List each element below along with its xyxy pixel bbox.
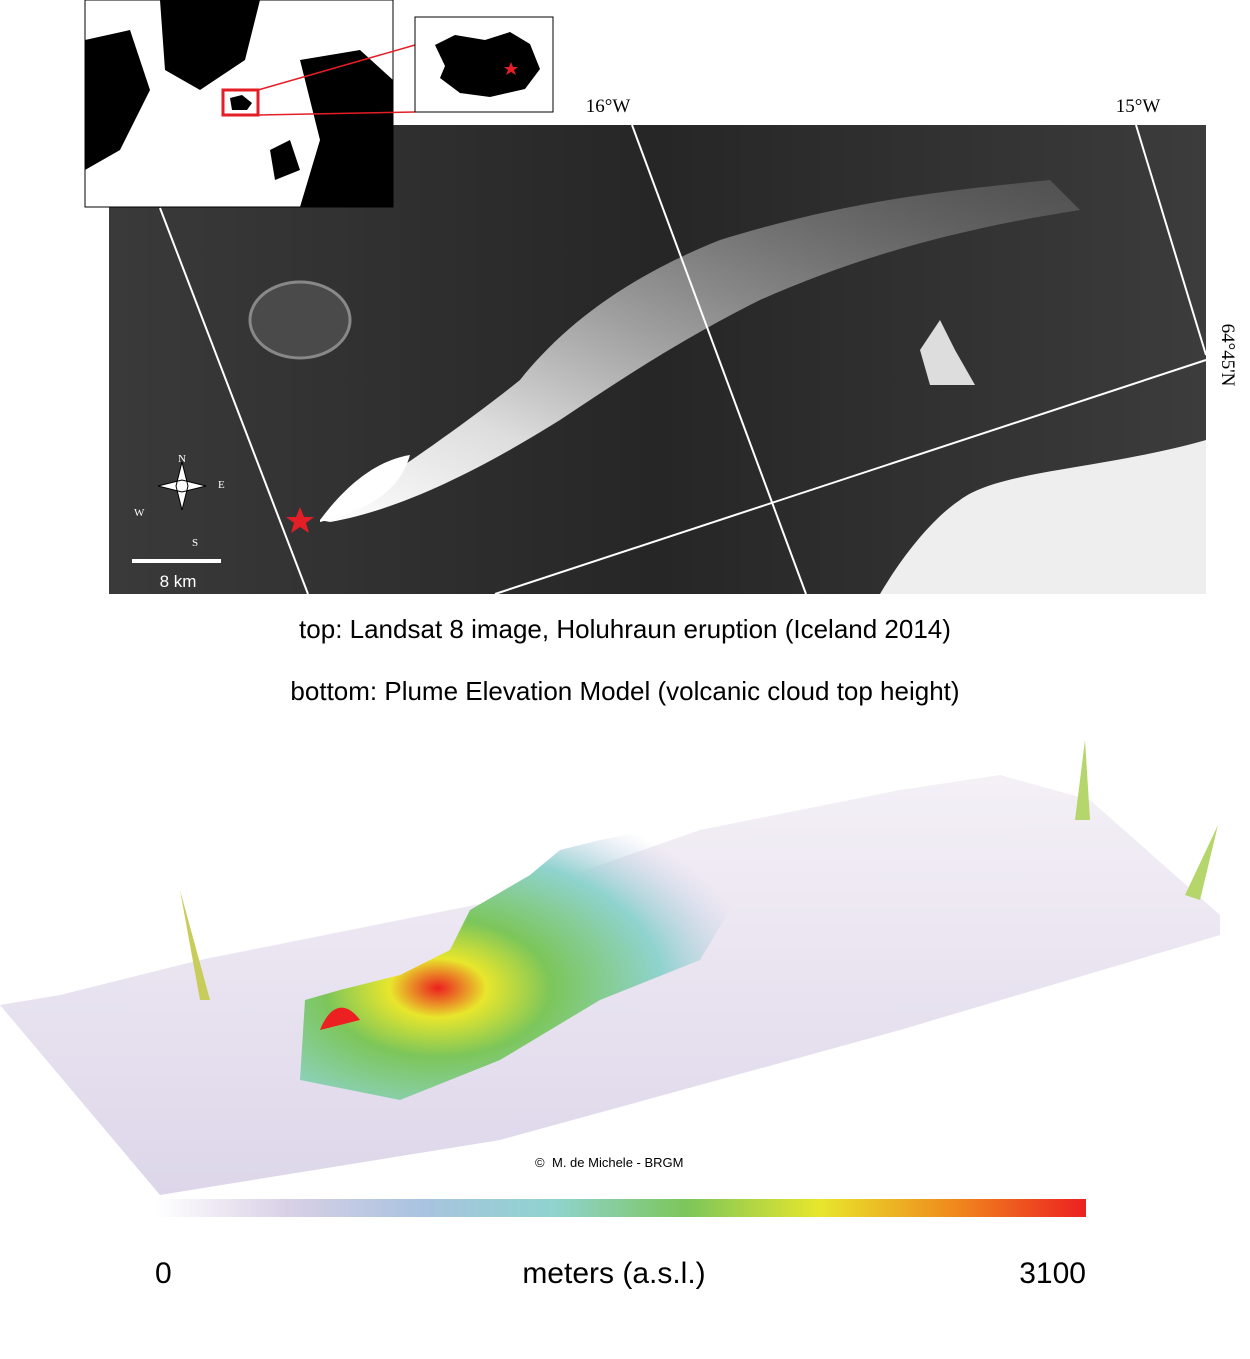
compass-label: S [192, 537, 198, 549]
compass: N E S W [134, 453, 225, 549]
caption: bottom: Plume Elevation Model (volcanic … [290, 676, 959, 706]
eruption-star [286, 507, 314, 533]
colorbar-title: meters (a.s.l.) [522, 1257, 705, 1290]
colorbar-min: 0 [155, 1257, 172, 1290]
compass-label: E [218, 479, 225, 491]
longitude-label: 16°W [586, 96, 631, 117]
credit-symbol: © [535, 1155, 545, 1170]
iceland-inset [414, 16, 554, 113]
plume [320, 180, 1080, 522]
caldera [248, 280, 352, 360]
longitude-label: 15°W [1116, 96, 1161, 117]
overview-map [84, 0, 416, 208]
latitude-label: 64°45'N [1217, 324, 1238, 387]
mountain-snow [920, 320, 975, 385]
graticule [159, 124, 1207, 595]
credit: M. de Michele - BRGM [552, 1155, 683, 1170]
elevation-surface [0, 740, 1220, 1195]
plume-source [320, 455, 410, 522]
scale-bar-label: 8 km [160, 572, 197, 591]
glacier [880, 440, 1206, 594]
compass-label: W [134, 507, 145, 519]
caption: top: Landsat 8 image, Holuhraun eruption… [299, 614, 951, 644]
compass-label: N [178, 453, 186, 465]
colorbar [155, 1199, 1086, 1217]
colorbar-max: 3100 [1019, 1257, 1086, 1290]
scale-bar [132, 559, 221, 563]
